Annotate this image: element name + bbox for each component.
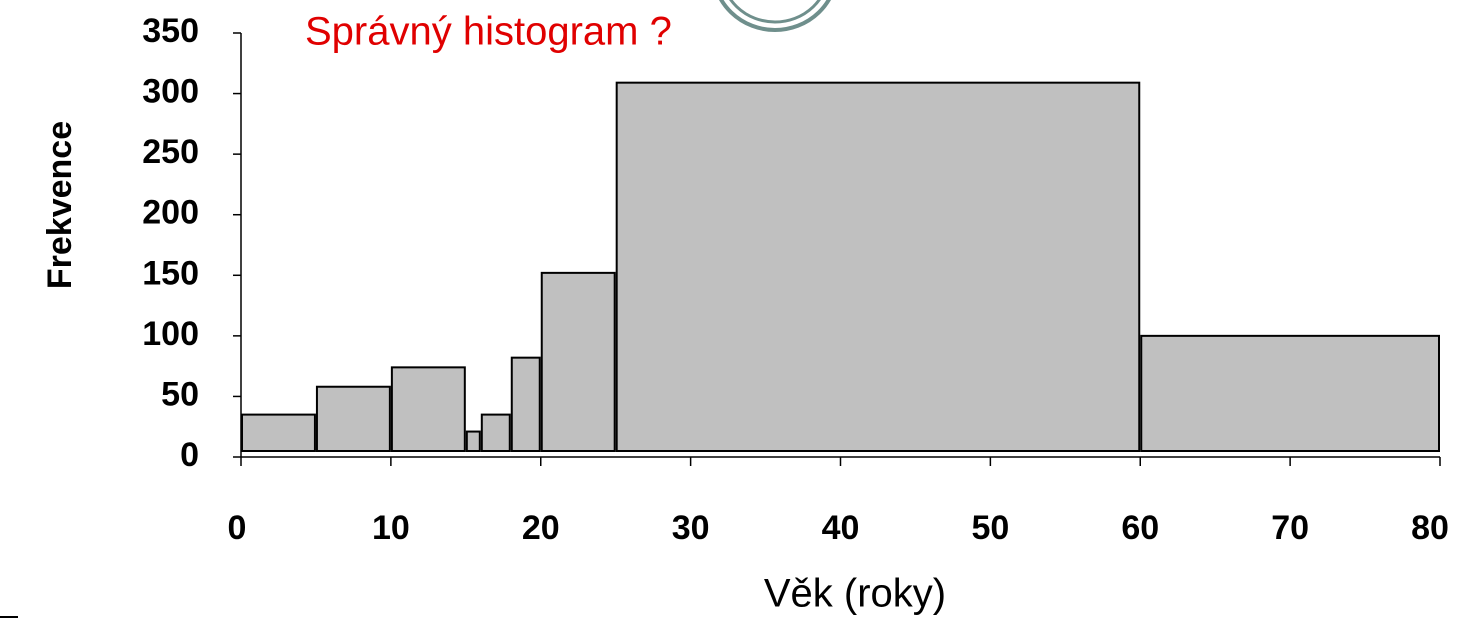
y-tick-label: 200	[142, 194, 199, 232]
y-tick-label: 0	[180, 436, 199, 474]
x-tick-label: 20	[522, 509, 560, 547]
y-tick-label: 300	[142, 73, 199, 111]
y-tick-label: 100	[142, 315, 199, 353]
x-axis-label: Věk (roky)	[764, 572, 946, 616]
bar	[241, 413, 316, 453]
y-tick-label: 250	[142, 133, 199, 171]
x-tick-label: 40	[822, 509, 860, 547]
y-tick-label: 150	[142, 254, 199, 292]
x-tick-label: 10	[372, 509, 410, 547]
decor-ring	[729, 0, 821, 24]
decor-ring	[719, 0, 831, 32]
x-tick-label: 50	[971, 509, 1009, 547]
bar	[480, 413, 511, 453]
bar	[510, 356, 541, 453]
bar	[540, 271, 616, 452]
chart-title: Správný histogram ?	[305, 10, 672, 54]
bar	[390, 366, 466, 452]
x-tick-label: 30	[672, 509, 710, 547]
bar	[1140, 334, 1440, 453]
bar	[615, 81, 1141, 452]
y-axis-label: Frekvence	[41, 121, 79, 289]
x-tick-label: 70	[1271, 509, 1309, 547]
bar	[315, 385, 391, 453]
x-tick-label: 80	[1411, 509, 1449, 547]
x-tick-label: 60	[1121, 509, 1159, 547]
bar	[465, 430, 481, 452]
y-tick-label: 50	[161, 375, 199, 413]
y-tick-label: 350	[142, 12, 199, 50]
x-tick-label: 0	[228, 509, 247, 547]
